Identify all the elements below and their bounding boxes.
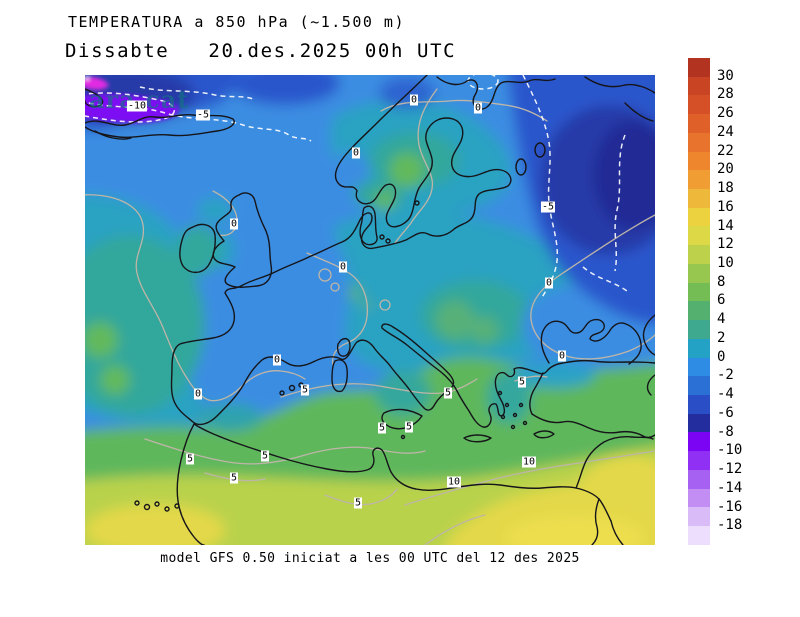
colorbar-tick: 26 (717, 105, 734, 122)
colorbar-segment (688, 301, 710, 321)
colorbar-segment (688, 114, 710, 133)
colorbar-tick: 20 (717, 161, 734, 178)
map-canvas (85, 75, 655, 545)
colorbar-segment (688, 189, 710, 208)
colorbar-segment (688, 132, 710, 152)
colorbar-segment (688, 151, 710, 171)
contour-label: 10 (446, 476, 462, 488)
colorbar-segment (688, 245, 710, 264)
colorbar-segment (688, 338, 710, 358)
colorbar-tick: 6 (717, 292, 726, 309)
colorbar-segment (688, 263, 710, 283)
colorbar-segment (688, 488, 710, 508)
colorbar-tick: -12 (717, 461, 743, 478)
contour-label: 0 (193, 388, 203, 400)
colorbar-segment (688, 95, 710, 115)
contour-label: -10 (126, 100, 148, 112)
contour-label: 0 (351, 147, 361, 159)
contour-label: 5 (404, 421, 414, 433)
colorbar-tick: -14 (717, 479, 743, 496)
europe-temperature-map: ara.cat -10 -5 0 0 0 -5 0 0 0 0 0 0 5 5 5 5 5 5 5 5 5 10 10 (85, 75, 655, 545)
colorbar-segment (688, 170, 710, 190)
colorbar-tick: 0 (717, 348, 726, 365)
contour-label: 5 (260, 450, 270, 462)
colorbar-tick: 24 (717, 123, 734, 140)
colorbar-tick: -18 (717, 517, 743, 534)
colorbar-segment (688, 226, 710, 246)
colorbar-segment (688, 320, 710, 339)
colorbar-tick: 4 (717, 311, 726, 328)
temperature-colorbar: 30 28 26 24 22 20 18 16 14 12 10 8 6 4 2 0 -2 -4 -6 -8 -10 -1… (688, 58, 758, 548)
colorbar-tick: -2 (717, 367, 734, 384)
contour-label: 0 (544, 277, 554, 289)
colorbar-tick: -4 (717, 386, 734, 403)
contour-label: 10 (521, 456, 537, 468)
valid-datetime: Dissabte 20.des.2025 00h UTC (65, 40, 457, 62)
contour-label: 0 (409, 94, 419, 106)
contour-label: 5 (229, 472, 239, 484)
colorbar-segment (688, 282, 710, 302)
contour-label: 5 (377, 422, 387, 434)
contour-label: 0 (338, 261, 348, 273)
temperature-field (85, 75, 655, 545)
contour-label: 5 (185, 453, 195, 465)
colorbar-ticks: 30 28 26 24 22 20 18 16 14 12 10 8 6 4 2 0 -2 -4 -6 -8 -10 -1… (688, 58, 758, 548)
colorbar-segment (688, 207, 710, 227)
colorbar-tick: 2 (717, 329, 726, 346)
colorbar-cells (688, 58, 710, 545)
colorbar-segment (688, 507, 710, 526)
colorbar-segment (688, 376, 710, 395)
colorbar-segment (688, 432, 710, 452)
contour-label: -5 (540, 201, 556, 213)
colorbar-tick: -6 (717, 404, 734, 421)
colorbar-segment (688, 76, 710, 96)
colorbar-tick: 12 (717, 236, 734, 253)
colorbar-segment (688, 413, 710, 433)
colorbar-segment (688, 525, 710, 545)
contour-label: 0 (473, 102, 483, 114)
colorbar-segment (688, 357, 710, 377)
colorbar-segment (688, 394, 710, 414)
contour-label: 5 (353, 497, 363, 509)
colorbar-tick: 10 (717, 255, 734, 272)
colorbar-tick: 8 (717, 273, 726, 290)
colorbar-tick: 16 (717, 198, 734, 215)
colorbar-segment (688, 58, 710, 77)
model-run-caption: model GFS 0.50 iniciat a les 00 UTC del … (160, 551, 580, 566)
colorbar-segment (688, 451, 710, 470)
page-title: TEMPERATURA a 850 hPa (~1.500 m) (68, 13, 405, 31)
colorbar-tick: 18 (717, 180, 734, 197)
contour-label: 0 (272, 354, 282, 366)
contour-label: -5 (195, 109, 211, 121)
contour-label: 5 (517, 376, 527, 388)
colorbar-tick: -8 (717, 423, 734, 440)
colorbar-segment (688, 469, 710, 489)
contour-label: 5 (300, 384, 310, 396)
colorbar-tick: -16 (717, 498, 743, 515)
contour-label: 5 (443, 387, 453, 399)
colorbar-tick: 14 (717, 217, 734, 234)
contour-label: 0 (557, 350, 567, 362)
colorbar-tick: 22 (717, 142, 734, 159)
colorbar-tick: 28 (717, 86, 734, 103)
colorbar-tick: 30 (717, 67, 734, 84)
colorbar-tick: -10 (717, 442, 743, 459)
contour-label: 0 (229, 218, 239, 230)
